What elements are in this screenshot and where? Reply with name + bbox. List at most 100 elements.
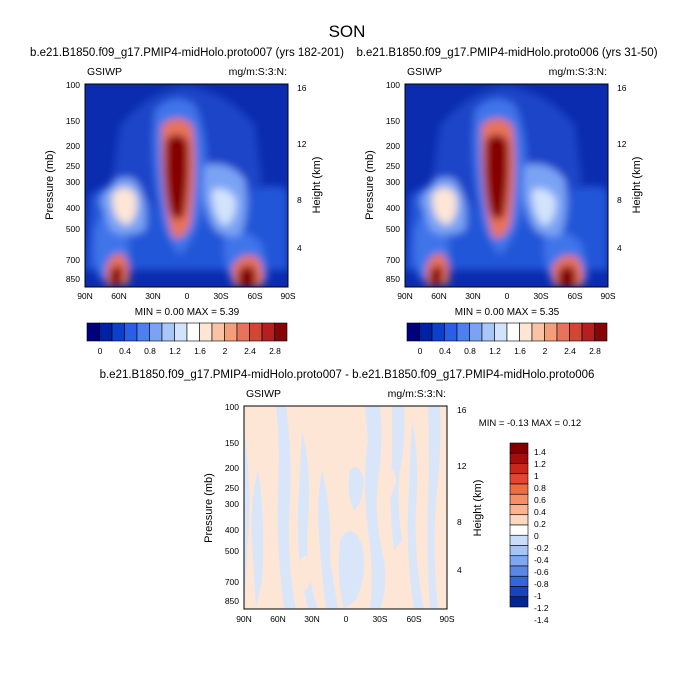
panel-1-xtick: 90N <box>77 291 93 301</box>
panel-1-field <box>85 84 288 287</box>
panel-2-x-ticks: 90N 60N 30N 0 30S 60S 90S <box>397 291 616 301</box>
colorbar-swatch <box>519 322 533 342</box>
panel-2-xtick: 0 <box>505 291 510 301</box>
figure-title: SON <box>329 22 366 41</box>
colorbar-swatch <box>481 322 495 342</box>
colorbar-swatch <box>261 322 275 342</box>
colorbar-swatch <box>149 322 163 342</box>
panel-3-ytick: 850 <box>225 596 239 606</box>
panel-1-xtick: 0 <box>185 291 190 301</box>
panel-1-cb-label: 0.8 <box>144 346 156 356</box>
panel-3-xtick: 30S <box>372 614 387 624</box>
panel-3-cb-label: -0.8 <box>534 579 549 589</box>
panel-2-y2tick: 8 <box>617 195 622 205</box>
colorbar-swatch <box>509 504 529 516</box>
colorbar-swatch <box>509 575 529 587</box>
panel-3-xtick: 90S <box>439 614 454 624</box>
panel-3-min-max: MIN = -0.13 MAX = 0.12 <box>479 418 581 429</box>
panel-1-cb-label: 1.2 <box>169 346 181 356</box>
panel-3-ytick: 700 <box>225 577 239 587</box>
colorbar-swatch <box>556 322 570 342</box>
panel-2-xtick: 90N <box>397 291 413 301</box>
panel-2-cb-label: 0.8 <box>464 346 476 356</box>
panel-3-ylabel: Pressure (mb) <box>203 473 215 543</box>
panel-3-cb-label: -0.6 <box>534 567 549 577</box>
panel-3-xtick: 60N <box>270 614 286 624</box>
panel-1-y2tick: 16 <box>297 83 307 93</box>
panel-1-ylabel: Pressure (mb) <box>44 150 56 220</box>
panel-1-ytick: 250 <box>66 161 80 171</box>
colorbar-swatch <box>509 524 529 536</box>
panel-2-ytick: 200 <box>386 141 400 151</box>
panel-2-ytick: 500 <box>386 224 400 234</box>
colorbar-swatch <box>136 322 150 342</box>
colorbar-swatch <box>469 322 483 342</box>
panel-2-y2tick: 4 <box>617 243 622 253</box>
panel-2: b.e21.B1850.f09_g17.PMIP4-midHolo.proto0… <box>356 47 657 356</box>
panel-3-ytick: 300 <box>225 499 239 509</box>
panel-2-ytick: 150 <box>386 116 400 126</box>
panel-3-ytick: 250 <box>225 483 239 493</box>
panel-2-cb-label: 0.4 <box>439 346 451 356</box>
panel-1: b.e21.B1850.f09_g17.PMIP4-midHolo.proto0… <box>30 47 344 356</box>
panel-3-ytick: 150 <box>225 438 239 448</box>
panel-3-xtick: 60S <box>406 614 421 624</box>
panel-3-title: b.e21.B1850.f09_g17.PMIP4-midHolo.proto0… <box>100 369 595 381</box>
panel-2-right-label: mg/m:S:3:N: <box>549 66 607 78</box>
colorbar-swatch <box>444 322 458 342</box>
panel-2-ytick: 300 <box>386 177 400 187</box>
panel-3-right-label: mg/m:S:3:N: <box>388 388 446 400</box>
colorbar-swatch <box>509 473 529 485</box>
panel-2-cb-label: 1.6 <box>514 346 526 356</box>
panel-1-xtick: 90S <box>280 291 295 301</box>
colorbar-swatch <box>161 322 175 342</box>
panel-1-ytick: 500 <box>66 224 80 234</box>
panel-1-ytick: 700 <box>66 255 80 265</box>
colorbar-swatch <box>111 322 125 342</box>
panel-1-ytick: 850 <box>66 274 80 284</box>
panel-2-y2tick: 16 <box>617 83 627 93</box>
colorbar-swatch <box>274 322 288 342</box>
panel-2-y2-ticks: 16 12 8 4 <box>617 83 627 253</box>
panel-1-cb-label: 2 <box>223 346 228 356</box>
panel-1-xtick: 60N <box>111 291 127 301</box>
colorbar-swatch <box>211 322 225 342</box>
panel-2-field <box>405 84 608 287</box>
colorbar-swatch <box>509 596 529 608</box>
panel-3-y2-ticks: 16 12 8 4 <box>457 405 467 575</box>
panel-3-cb-label: 1.4 <box>534 447 546 457</box>
panel-1-y2-ticks: 16 12 8 4 <box>297 83 307 253</box>
colorbar-swatch <box>406 322 420 342</box>
colorbar-swatch <box>249 322 263 342</box>
panel-2-colorbar-labels: 0 0.4 0.8 1.2 1.6 2 2.4 2.8 <box>418 346 602 356</box>
panel-1-y-ticks: 100 150 200 250 300 400 500 700 850 <box>66 80 80 284</box>
panel-3: b.e21.B1850.f09_g17.PMIP4-midHolo.proto0… <box>100 369 595 625</box>
panel-1-cb-label: 2.8 <box>269 346 281 356</box>
panel-2-cb-label: 0 <box>418 346 423 356</box>
panel-1-frame <box>84 83 289 288</box>
colorbar-swatch <box>509 463 529 475</box>
panel-1-cb-label: 0 <box>98 346 103 356</box>
panel-1-cb-label: 0.4 <box>119 346 131 356</box>
panel-3-y2label: Height (km) <box>472 480 484 537</box>
panel-2-ytick: 250 <box>386 161 400 171</box>
colorbar-swatch <box>544 322 558 342</box>
panel-1-y2tick: 8 <box>297 195 302 205</box>
panel-3-left-label: GSIWP <box>246 388 281 400</box>
colorbar-swatch <box>531 322 545 342</box>
panel-2-min-max: MIN = 0.00 MAX = 5.35 <box>455 307 560 318</box>
panel-3-cb-label: -1.2 <box>534 603 549 613</box>
panel-2-cb-label: 2 <box>543 346 548 356</box>
panel-1-ytick: 300 <box>66 177 80 187</box>
panel-3-cb-label: 0.6 <box>534 495 546 505</box>
panel-1-x-ticks: 90N 60N 30N 0 30S 60S 90S <box>77 291 296 301</box>
colorbar-swatch <box>509 555 529 567</box>
panel-3-ytick: 500 <box>225 546 239 556</box>
panel-3-y2tick: 4 <box>457 565 462 575</box>
panel-2-ylabel: Pressure (mb) <box>364 150 376 220</box>
colorbar-swatch <box>419 322 433 342</box>
colorbar-swatch <box>86 322 100 342</box>
panel-3-cb-label: -1 <box>534 591 542 601</box>
colorbar-swatch <box>236 322 250 342</box>
